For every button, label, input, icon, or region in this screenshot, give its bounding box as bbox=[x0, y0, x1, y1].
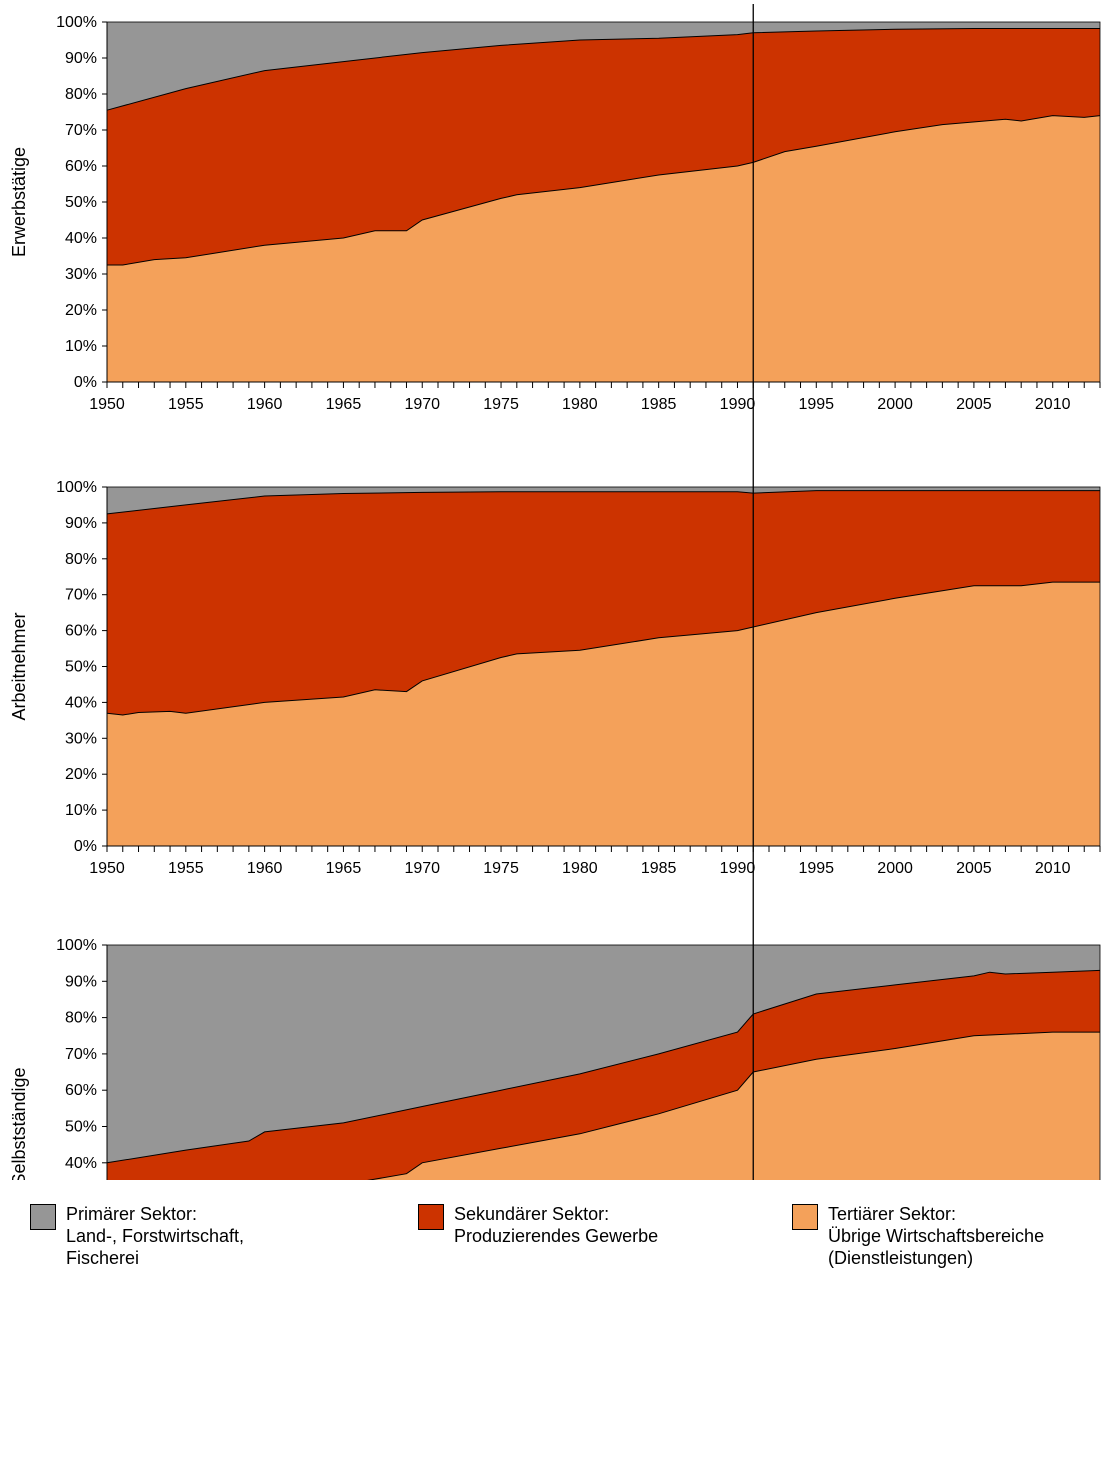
legend-label-primary: Primärer Sektor: Land-, Forstwirtschaft,… bbox=[66, 1204, 245, 1268]
chart-selbststaendige: 0%10%20%30%40%50%60%70%80%90%100%1950195… bbox=[9, 937, 1101, 1180]
x-tick-label: 2010 bbox=[1035, 860, 1071, 877]
line-tertiary bbox=[107, 115, 1101, 266]
legend-primary: Primärer Sektor: Land-, Forstwirtschaft,… bbox=[30, 1203, 244, 1269]
legend-secondary: Sekundärer Sektor: Produzierendes Gewerb… bbox=[418, 1203, 658, 1247]
y-tick-label: 50% bbox=[65, 1119, 97, 1136]
x-tick-label: 1970 bbox=[404, 860, 440, 877]
y-tick-label: 0% bbox=[74, 838, 97, 855]
chart-erwerbstaetige: 0% 10% 20% 30% 40% 50% 60% 70% 80% 90% 100% 1950 195… bbox=[9, 14, 1101, 413]
y-tick-label: 10% bbox=[65, 802, 97, 819]
x-tick-label: 1995 bbox=[798, 860, 834, 877]
y-tick-label: 20% bbox=[65, 302, 97, 319]
x-tick-label: 1965 bbox=[326, 396, 362, 413]
x-tick-label: 1950 bbox=[89, 396, 125, 413]
y-tick-label: 70% bbox=[65, 587, 97, 604]
y-axis-title: Erwerbstätige bbox=[9, 147, 29, 257]
y-tick-label: 60% bbox=[65, 623, 97, 640]
y-tick-label: 90% bbox=[65, 515, 97, 532]
legend-label-tertiary: Tertiärer Sektor: Übrige Wirtschaftsbere… bbox=[828, 1204, 1045, 1268]
x-tick-label: 2010 bbox=[1035, 396, 1071, 413]
y-tick-label: 100% bbox=[56, 937, 97, 954]
x-tick-label: 1980 bbox=[562, 396, 598, 413]
area-tertiary bbox=[107, 115, 1100, 382]
area-tertiary bbox=[370, 1032, 1100, 1180]
x-tick-label: 1985 bbox=[641, 860, 677, 877]
x-tick-label: 2005 bbox=[956, 860, 992, 877]
y-tick-label: 100% bbox=[56, 14, 97, 31]
x-tick-label: 1985 bbox=[641, 396, 677, 413]
y-axis-title: Selbstständige bbox=[9, 1067, 29, 1180]
y-tick-label: 40% bbox=[65, 1155, 97, 1172]
x-tick-label: 1970 bbox=[404, 396, 440, 413]
legend-label-secondary: Sekundärer Sektor: Produzierendes Gewerb… bbox=[454, 1204, 659, 1246]
legend-tertiary: Tertiärer Sektor: Übrige Wirtschaftsbere… bbox=[792, 1203, 1044, 1269]
area-tertiary bbox=[107, 582, 1100, 846]
x-tick-label: 1980 bbox=[562, 860, 598, 877]
y-tick-label: 70% bbox=[65, 122, 97, 139]
x-tick-label: 2000 bbox=[877, 396, 913, 413]
y-tick-label: 90% bbox=[65, 50, 97, 67]
x-tick-label: 1990 bbox=[720, 860, 756, 877]
y-tick-label: 70% bbox=[65, 1046, 97, 1063]
x-tick-label: 1955 bbox=[168, 396, 204, 413]
line-secondary bbox=[106, 490, 1100, 515]
y-tick-label: 40% bbox=[65, 694, 97, 711]
y-tick-label: 50% bbox=[65, 659, 97, 676]
line-secondary bbox=[106, 969, 1101, 1164]
line-secondary bbox=[106, 28, 1100, 111]
legend-swatch-tertiary bbox=[792, 1204, 818, 1230]
y-tick-label: 60% bbox=[65, 1082, 97, 1099]
y-tick-label: 30% bbox=[65, 730, 97, 747]
x-tick-label: 2005 bbox=[956, 396, 992, 413]
x-tick-label: 1960 bbox=[247, 396, 283, 413]
legend-swatch-primary bbox=[30, 1204, 56, 1230]
y-axis-title: Arbeitnehmer bbox=[9, 612, 29, 720]
y-tick-label: 30% bbox=[65, 266, 97, 283]
y-tick-label: 100% bbox=[56, 479, 97, 496]
y-tick-label: 80% bbox=[65, 86, 97, 103]
x-tick-label: 1975 bbox=[483, 396, 519, 413]
x-tick-label: 2000 bbox=[877, 860, 913, 877]
x-tick-label: 1995 bbox=[798, 396, 834, 413]
line-tertiary bbox=[106, 581, 1100, 716]
x-tick-label: 1950 bbox=[89, 860, 125, 877]
x-tick-label: 1960 bbox=[247, 860, 283, 877]
y-tick-label: 40% bbox=[65, 230, 97, 247]
y-tick-label: 0% bbox=[74, 374, 97, 391]
y-tick-label: 90% bbox=[65, 973, 97, 990]
sector-charts: 0% 10% 20% 30% 40% 50% 60% 70% 80% 90% 100% 1950 195… bbox=[9, 4, 1101, 1180]
y-tick-label: 60% bbox=[65, 158, 97, 175]
x-tick-label: 1975 bbox=[483, 860, 519, 877]
y-tick-label: 20% bbox=[65, 766, 97, 783]
x-tick-label: 1965 bbox=[326, 860, 362, 877]
y-tick-label: 80% bbox=[65, 551, 97, 568]
x-tick-label: 1990 bbox=[720, 396, 756, 413]
legend-swatch-secondary bbox=[418, 1204, 444, 1230]
line-tertiary bbox=[367, 1031, 1100, 1180]
chart-arbeitnehmer: 0% 10% 20% 30% 40% 50% 60% 70% 80% 90% 100% 1950 195… bbox=[9, 479, 1101, 877]
x-tick-label: 1955 bbox=[168, 860, 204, 877]
y-tick-label: 10% bbox=[65, 338, 97, 355]
y-tick-label: 50% bbox=[65, 194, 97, 211]
y-tick-label: 80% bbox=[65, 1010, 97, 1027]
